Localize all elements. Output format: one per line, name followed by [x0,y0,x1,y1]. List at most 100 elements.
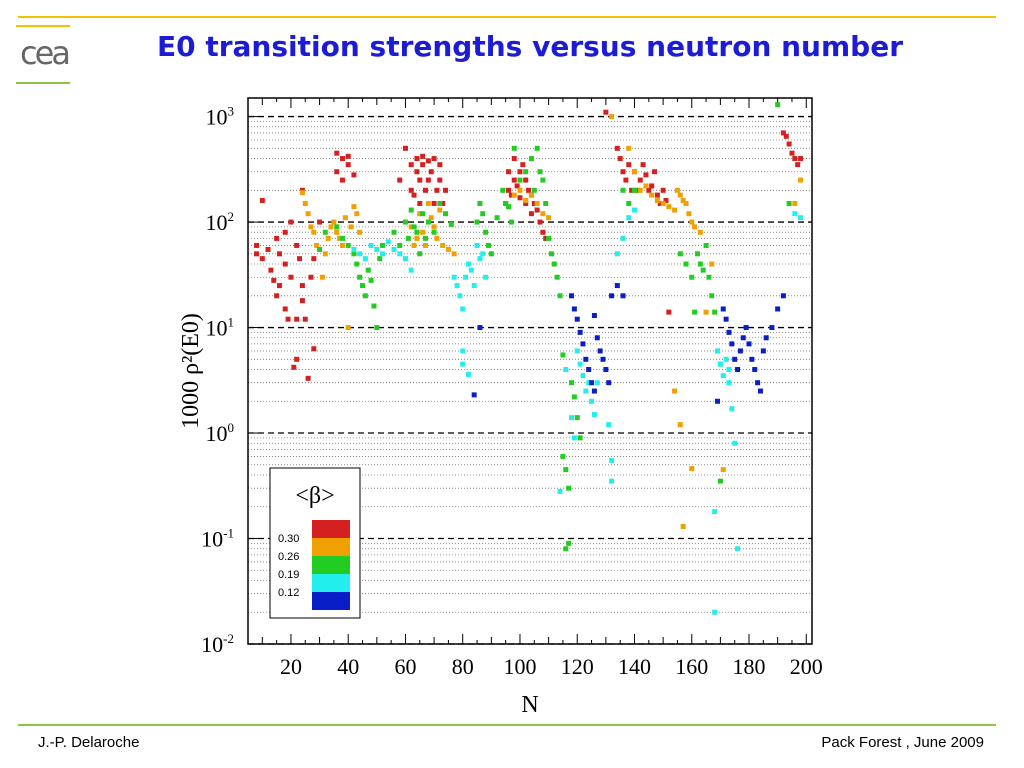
data-point [786,141,792,147]
data-point [709,261,715,267]
data-point [334,224,340,230]
data-point [391,229,397,235]
data-point [692,309,698,315]
data-point [254,242,260,248]
data-point [437,177,443,183]
data-point [606,422,612,428]
data-point [537,219,543,225]
data-point [703,309,709,315]
data-point [408,187,414,193]
y-tick-label: 101 [206,315,235,341]
data-point [640,162,646,168]
data-point [600,356,606,362]
data-point [511,192,517,198]
data-point [523,198,529,204]
data-point [609,114,615,120]
data-point [743,325,749,331]
data-point [574,316,580,322]
data-point [428,169,434,175]
data-point [591,411,597,417]
data-point [652,169,658,175]
data-point [672,388,678,394]
data-point [540,229,546,235]
data-point [514,183,520,189]
data-point [460,348,466,354]
data-point [308,274,314,280]
data-point [574,415,580,421]
data-point [566,485,572,491]
data-point [362,256,368,262]
data-point [294,316,300,322]
data-point [477,325,483,331]
data-point [420,162,426,168]
data-point [480,211,486,217]
data-point [686,211,692,217]
cea-logo: cea [16,22,72,86]
data-point [769,325,775,331]
data-point [526,187,532,193]
data-point [431,200,437,206]
data-point [677,251,683,257]
data-point [726,380,732,386]
data-point [506,204,512,210]
data-point [477,200,483,206]
data-point [437,200,443,206]
data-point [299,298,305,304]
data-point [637,187,643,193]
data-point [506,187,512,193]
data-point [560,352,566,358]
plot-frame [247,97,813,645]
data-point [603,109,609,115]
slide-title: E0 transition strengths versus neutron n… [156,30,904,63]
data-point [720,467,726,473]
data-point [657,200,663,206]
logo-top-bar [16,25,70,27]
data-point [417,211,423,217]
data-point [609,457,615,463]
data-point [411,242,417,248]
data-point [563,367,569,373]
data-point [259,198,265,204]
data-point [643,172,649,178]
data-point [331,219,337,225]
data-point [420,211,426,217]
data-point [780,293,786,299]
data-point [666,309,672,315]
data-point [294,356,300,362]
data-point [663,198,669,204]
data-point [297,256,303,262]
data-point [697,261,703,267]
data-point [463,274,469,280]
data-point [580,373,586,379]
data-point [360,283,366,289]
data-point [528,211,534,217]
data-point [380,251,386,257]
data-point [683,200,689,206]
data-point [620,293,626,299]
data-point [317,219,323,225]
data-point [783,133,789,139]
data-point [480,251,486,257]
data-point [732,356,738,362]
data-point [414,235,420,241]
data-point [780,130,786,136]
data-point [317,246,323,252]
data-point [660,187,666,193]
data-point [654,192,660,198]
x-tick-label: 200 [790,654,823,679]
data-point [425,219,431,225]
data-point [345,153,351,159]
data-point [594,335,600,341]
data-point [391,246,397,252]
data-point [314,242,320,248]
data-point [620,187,626,193]
data-point [577,435,583,441]
data-point [677,422,683,428]
data-point [511,177,517,183]
data-point [443,187,449,193]
data-point [288,274,294,280]
data-point [571,435,577,441]
data-point [649,183,655,189]
data-point [677,192,683,198]
data-point [571,306,577,312]
